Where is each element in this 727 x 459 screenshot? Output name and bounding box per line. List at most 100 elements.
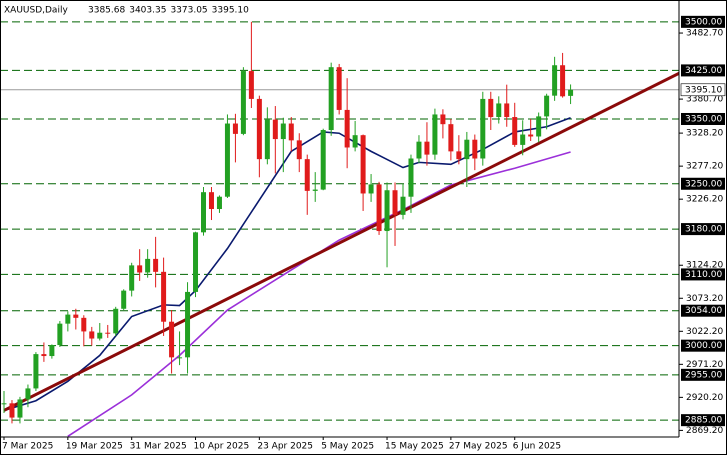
y-tick-label: 3073.20 — [686, 294, 723, 304]
y-tick-label: 2971.20 — [686, 360, 723, 370]
candle-body — [296, 140, 302, 160]
trendline — [3, 71, 679, 412]
candle-body — [408, 158, 414, 197]
level-label: 2885.00 — [685, 416, 722, 426]
level-label: 2955.00 — [685, 370, 722, 380]
candle-body — [121, 290, 127, 309]
candle-body — [536, 116, 542, 137]
level-label: 3180.00 — [685, 225, 722, 235]
candle-body — [288, 123, 294, 141]
candle-body — [568, 89, 574, 96]
candle-body — [145, 258, 151, 273]
moving-average — [67, 151, 571, 437]
level-label-box — [681, 223, 725, 236]
plot-area — [0, 21, 679, 437]
level-label-box — [681, 304, 725, 317]
level-label-box — [681, 414, 725, 427]
candle-body — [193, 232, 199, 292]
candle-body — [384, 190, 390, 232]
candle-body — [312, 189, 318, 191]
candle-body — [520, 134, 526, 145]
candle-body — [177, 357, 183, 359]
candle-body — [456, 151, 462, 160]
candle-body — [256, 98, 262, 160]
candle-body — [320, 130, 326, 190]
chart-title: XAUUSD,Daily — [4, 6, 68, 16]
level-label-box — [681, 368, 725, 381]
level-label: 3500.00 — [685, 17, 722, 27]
candle-body — [97, 332, 103, 339]
x-tick-label: 15 May 2025 — [385, 442, 444, 452]
candle-body — [400, 196, 406, 215]
candle-body — [17, 399, 23, 418]
y-tick-label: 3226.20 — [686, 195, 723, 205]
y-tick-label: 2920.20 — [686, 393, 723, 403]
candle-body — [208, 192, 214, 210]
level-label-box — [681, 339, 725, 352]
level-label-box — [681, 268, 725, 281]
level-label: 3425.00 — [685, 66, 722, 76]
candle-body — [440, 114, 446, 125]
candle-body — [137, 265, 143, 273]
candle-body — [49, 345, 55, 357]
level-label-box — [681, 64, 725, 77]
candle-body — [89, 331, 95, 339]
level-label: 3350.00 — [685, 114, 722, 124]
candle-body — [512, 117, 518, 145]
candle-body — [472, 139, 478, 159]
candle-body — [432, 114, 438, 155]
candle-body — [33, 354, 39, 389]
candle-body — [224, 123, 230, 197]
candle-body — [65, 314, 71, 324]
last-price-label: 3395.10 — [685, 85, 722, 95]
candle-body — [448, 124, 454, 152]
candle-body — [488, 98, 494, 118]
candle-body — [336, 67, 342, 110]
candle-body — [272, 119, 278, 140]
candle-body — [201, 192, 206, 233]
x-tick-label: 10 Apr 2025 — [194, 442, 250, 452]
x-tick-label: 7 Mar 2025 — [2, 442, 53, 452]
candle-body — [376, 184, 382, 232]
candle-body — [81, 317, 87, 332]
level-label: 3110.00 — [685, 270, 722, 280]
header-value: 3373.05 — [170, 6, 207, 16]
candle-body — [464, 139, 470, 160]
y-tick-label: 3277.20 — [686, 162, 723, 172]
candle-body — [113, 308, 119, 334]
candle-body — [240, 71, 246, 134]
candle-body — [368, 184, 374, 194]
last-price-box — [680, 83, 726, 97]
x-tick-label: 19 Mar 2025 — [66, 442, 123, 452]
y-tick-label: 3124.20 — [686, 261, 723, 271]
header-value: 3385.68 — [88, 6, 125, 16]
candle-body — [153, 258, 159, 272]
candle-body — [496, 103, 502, 118]
candle-body — [1, 403, 7, 405]
y-tick-label: 3482.70 — [686, 29, 723, 39]
y-tick-label: 2869.20 — [686, 426, 723, 436]
x-tick-label: 5 May 2025 — [321, 442, 374, 452]
y-tick-label: 3328.20 — [686, 129, 723, 139]
y-tick-label: 3022.20 — [686, 327, 723, 337]
x-tick-label: 31 Mar 2025 — [130, 442, 187, 452]
level-label: 3250.00 — [685, 179, 722, 189]
candle-body — [280, 123, 286, 140]
candle-body — [480, 98, 486, 159]
candle-body — [73, 314, 79, 318]
level-label: 3000.00 — [685, 341, 722, 351]
candle-body — [424, 141, 430, 155]
candle-body — [216, 196, 222, 210]
candle-body — [57, 323, 63, 346]
candle-body — [25, 388, 31, 400]
candle-body — [41, 354, 47, 357]
candle-body — [232, 123, 238, 134]
candle-body — [352, 135, 358, 148]
candle-body — [248, 71, 254, 99]
candle-body — [552, 65, 558, 96]
level-label-box — [681, 15, 725, 28]
header-value: 3403.35 — [129, 6, 166, 16]
candle-body — [528, 134, 534, 137]
y-tick-label: 3380.70 — [686, 95, 723, 105]
